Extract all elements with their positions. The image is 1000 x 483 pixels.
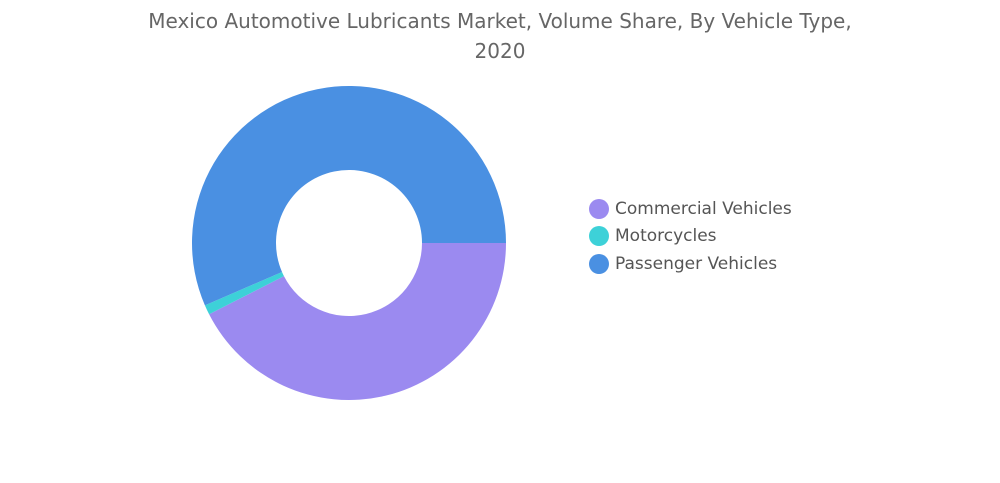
donut-slices	[191, 86, 506, 401]
chart-title-line-2: 2020	[474, 39, 526, 63]
legend-item-motorcycles[interactable]: Motorcycles	[589, 223, 792, 251]
legend-item-commercial-vehicles[interactable]: Commercial Vehicles	[589, 195, 792, 223]
slice-passenger-vehicles[interactable]	[191, 86, 506, 306]
legend-swatch-passenger-vehicles	[589, 253, 609, 274]
legend-label-motorcycles: Motorcycles	[615, 226, 717, 247]
legend-swatch-motorcycles	[589, 226, 609, 247]
chart-legend: Commercial Vehicles Motorcycles Passenge…	[589, 195, 792, 278]
legend-label-commercial-vehicles: Commercial Vehicles	[615, 198, 792, 219]
legend-label-passenger-vehicles: Passenger Vehicles	[615, 253, 778, 274]
chart-title-line-1: Mexico Automotive Lubricants Market, Vol…	[148, 9, 852, 33]
chart-title: Mexico Automotive Lubricants Market, Vol…	[0, 6, 1000, 66]
slice-commercial-vehicles[interactable]	[209, 243, 506, 401]
legend-swatch-commercial-vehicles	[589, 198, 609, 219]
slice-motorcycles[interactable]	[204, 271, 284, 315]
legend-item-passenger-vehicles[interactable]: Passenger Vehicles	[589, 250, 792, 278]
